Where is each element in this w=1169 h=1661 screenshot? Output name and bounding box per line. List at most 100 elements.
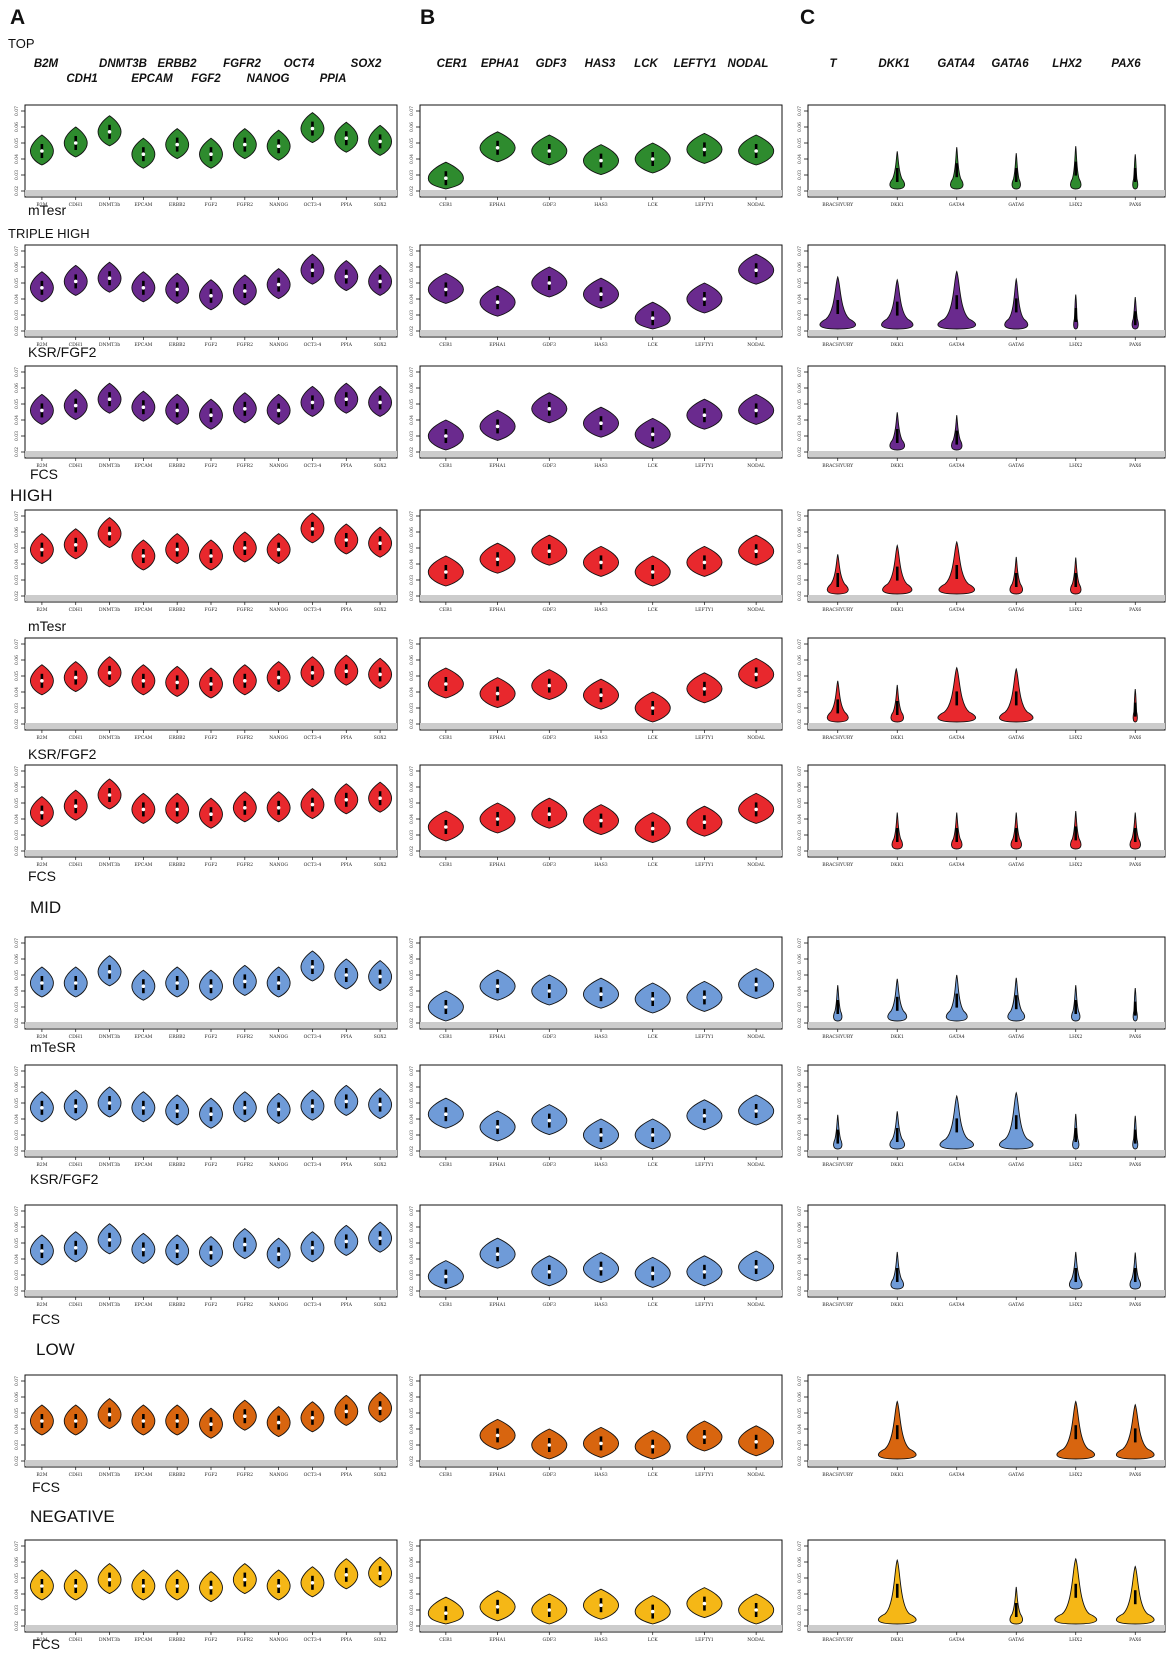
x-tick-label: GATA6 xyxy=(1008,1637,1024,1643)
y-tick-label: 0.04 xyxy=(409,1114,415,1124)
x-tick-label: GDF3 xyxy=(543,1034,557,1040)
violin-median xyxy=(310,671,315,675)
violin-median xyxy=(650,826,655,831)
violin-median xyxy=(73,141,78,145)
y-tick-label: 0.03 xyxy=(409,1002,415,1012)
baseline-band xyxy=(25,1150,397,1156)
y-tick-label: 0.02 xyxy=(797,846,803,856)
x-tick-label: DNMT3b xyxy=(99,463,120,469)
y-tick-label: 0.06 xyxy=(797,262,803,272)
x-tick-label: NODAL xyxy=(747,1034,765,1040)
violin-median xyxy=(141,1584,146,1588)
violin-panel-c: 0.02 0.03 0.04 0.05 0.06 0.07 BRACHYURY DKK1 GAT… xyxy=(797,104,1166,208)
violin-panel-b: 0.02 0.03 0.04 0.05 0.06 0.07 CER1 EPHA1 GDF3 HAS… xyxy=(409,104,783,208)
violin-median xyxy=(175,1419,179,1423)
y-tick-label: 0.07 xyxy=(797,1541,803,1551)
x-tick-label: PAX6 xyxy=(1129,342,1141,348)
violin-median xyxy=(175,1109,179,1113)
violin-median xyxy=(378,796,382,800)
x-tick-label: EPCAM xyxy=(134,1034,152,1040)
x-tick-label: GATA4 xyxy=(949,862,965,868)
y-tick-label: 0.02 xyxy=(797,591,803,601)
violin-median xyxy=(344,1409,349,1414)
violin-median xyxy=(444,682,448,686)
violin-panel-b: 0.02 0.03 0.04 0.05 0.06 0.07 CER1 EPHA1 GDF3 HAS… xyxy=(409,936,783,1040)
x-tick-label: DKK1 xyxy=(891,1637,905,1643)
violin-median xyxy=(547,149,552,153)
x-tick-label: CER1 xyxy=(439,202,452,208)
violin-median xyxy=(73,804,78,808)
x-tick-label: LCK xyxy=(648,1637,659,1643)
x-tick-label: LEFTY1 xyxy=(695,1162,714,1168)
x-tick-label: FGF2 xyxy=(205,202,218,208)
x-tick-label: NODAL xyxy=(747,342,765,348)
y-tick-label: 0.06 xyxy=(797,1557,803,1567)
x-tick-label: NODAL xyxy=(747,862,765,868)
violin-median xyxy=(495,1605,500,1609)
x-tick-label: PAX6 xyxy=(1129,1472,1141,1478)
violin-median xyxy=(310,1416,315,1420)
x-tick-label: OCT3-4 xyxy=(304,202,322,208)
x-tick-label: B2M xyxy=(36,1472,47,1478)
violin-median xyxy=(547,407,552,411)
y-tick-label: 0.02 xyxy=(14,1146,20,1156)
x-tick-label: OCT3-4 xyxy=(304,1637,322,1643)
violin-median xyxy=(378,1102,382,1107)
x-tick-label: LCK xyxy=(648,202,659,208)
x-tick-label: GATA6 xyxy=(1008,862,1024,868)
gene-header-a: OCT4 xyxy=(283,58,315,70)
x-tick-label: LCK xyxy=(648,463,659,469)
y-tick-label: 0.03 xyxy=(14,1002,20,1012)
x-tick-label: PPIA xyxy=(341,202,353,208)
y-tick-label: 0.07 xyxy=(14,106,20,116)
y-tick-label: 0.04 xyxy=(409,687,415,697)
x-tick-label: LEFTY1 xyxy=(695,1472,714,1478)
violin-median xyxy=(209,294,213,298)
violin-median xyxy=(175,981,179,985)
y-tick-label: 0.03 xyxy=(14,310,20,320)
violin-median xyxy=(547,812,552,816)
violin-median xyxy=(73,1584,78,1588)
plot-frame xyxy=(807,509,1166,603)
condition-label: FCS xyxy=(32,1479,60,1495)
x-tick-label: CDH1 xyxy=(69,463,83,469)
x-tick-label: FGFR2 xyxy=(237,862,254,868)
violin-median xyxy=(650,157,655,161)
y-tick-label: 0.05 xyxy=(409,399,415,409)
x-tick-label: B2M xyxy=(36,1637,47,1643)
y-tick-label: 0.05 xyxy=(409,671,415,681)
x-tick-label: SOX2 xyxy=(374,463,387,469)
x-tick-label: SOX2 xyxy=(374,202,387,208)
x-tick-label: HAS3 xyxy=(594,342,607,348)
x-tick-label: EPCAM xyxy=(134,862,152,868)
x-tick-label: NANOG xyxy=(269,862,288,868)
x-tick-label: LCK xyxy=(648,1302,659,1308)
violin-median xyxy=(276,1584,281,1588)
violin-median xyxy=(344,397,349,401)
y-tick-label: 0.05 xyxy=(409,1408,415,1418)
x-tick-label: ERBB2 xyxy=(169,1637,186,1643)
y-tick-label: 0.03 xyxy=(409,703,415,713)
y-tick-label: 0.06 xyxy=(14,262,20,272)
x-tick-label: PPIA xyxy=(341,862,353,868)
violin-median xyxy=(209,1250,213,1255)
violin-median xyxy=(40,1419,44,1423)
violin-median xyxy=(107,970,112,974)
x-tick-label: CER1 xyxy=(439,1302,452,1308)
gene-header-a: PPIA xyxy=(319,73,347,85)
violin-median xyxy=(40,679,44,683)
x-tick-label: FGF2 xyxy=(205,1034,218,1040)
x-tick-label: NODAL xyxy=(747,1162,765,1168)
y-tick-label: 0.02 xyxy=(409,1621,415,1631)
violin-median xyxy=(141,286,146,290)
y-tick-label: 0.02 xyxy=(797,719,803,729)
gene-header-a: B2M xyxy=(33,58,59,70)
x-tick-label: PPIA xyxy=(341,463,353,469)
baseline-band xyxy=(808,190,1165,196)
violin-median xyxy=(107,276,112,280)
x-tick-label: CDH1 xyxy=(69,1472,83,1478)
x-tick-label: PPIA xyxy=(341,1637,353,1643)
x-tick-label: FGFR2 xyxy=(237,1472,254,1478)
y-tick-label: 0.02 xyxy=(797,326,803,336)
baseline-band xyxy=(25,595,397,601)
